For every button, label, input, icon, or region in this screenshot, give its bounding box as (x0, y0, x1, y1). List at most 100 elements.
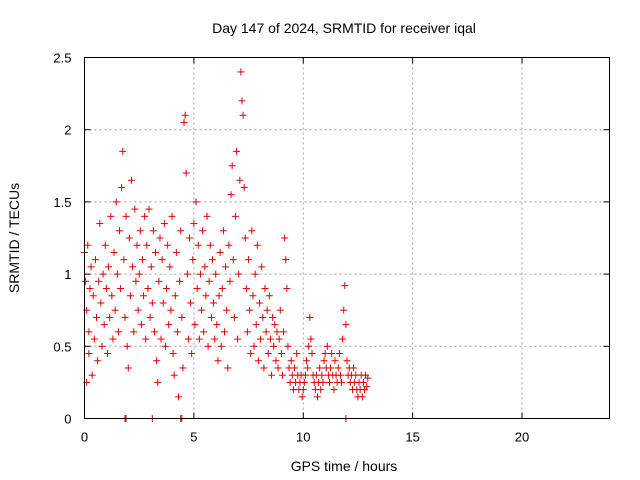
data-point (338, 378, 346, 386)
plot-frame (84, 57, 610, 419)
data-point (97, 299, 105, 307)
tick-labels: 0 5 10 15 20 0 0.5 1 1.5 2 2.5 (53, 51, 529, 445)
data-point (94, 357, 102, 365)
data-point (236, 176, 244, 184)
data-point (204, 342, 212, 350)
data-point (170, 371, 178, 379)
data-point (164, 241, 172, 249)
data-point (173, 328, 181, 336)
data-point (238, 97, 246, 105)
data-point (171, 292, 179, 300)
data-point (190, 220, 198, 228)
data-point (328, 350, 336, 358)
data-point (200, 328, 208, 336)
data-point (95, 277, 103, 285)
data-point (189, 256, 197, 264)
data-point (249, 292, 257, 300)
data-point (147, 263, 155, 271)
data-point (131, 205, 139, 213)
data-point (98, 342, 106, 350)
data-point (152, 248, 160, 256)
data-point (253, 241, 261, 249)
data-point (319, 378, 327, 386)
data-point (213, 321, 221, 329)
data-point (103, 350, 111, 358)
data-point (130, 328, 138, 336)
data-point (157, 335, 165, 343)
data-point (222, 263, 230, 271)
data-point (143, 241, 151, 249)
data-point (86, 285, 94, 293)
data-point (203, 212, 211, 220)
data-point (114, 328, 122, 336)
data-point (305, 342, 313, 350)
data-point (144, 285, 152, 293)
data-point (109, 335, 117, 343)
data-point (85, 350, 93, 358)
data-point (121, 313, 129, 321)
data-point (277, 350, 285, 358)
data-point (160, 220, 168, 228)
data-point (181, 111, 189, 119)
data-point (233, 147, 241, 155)
data-point (363, 383, 371, 391)
data-point (336, 371, 344, 379)
data-point (269, 313, 277, 321)
data-point (300, 378, 308, 386)
data-point (118, 183, 126, 191)
data-point (186, 234, 193, 242)
data-point (237, 68, 245, 76)
data-point (211, 335, 219, 343)
data-point (196, 270, 204, 278)
data-point (364, 374, 372, 382)
data-point (179, 364, 187, 372)
data-point (140, 292, 148, 300)
data-point (257, 335, 265, 343)
y-axis-label: SRMTID / TECUs (6, 183, 22, 293)
data-point (102, 285, 110, 293)
data-point (343, 357, 351, 365)
data-point (210, 299, 218, 307)
data-point (166, 263, 174, 271)
data-point (273, 328, 281, 336)
data-point (243, 328, 251, 336)
data-point (215, 292, 223, 300)
data-point (117, 285, 125, 293)
data-point (91, 256, 99, 264)
data-point (123, 342, 131, 350)
y-tick-label: 1 (64, 267, 71, 282)
data-point (271, 321, 279, 329)
data-point (182, 169, 190, 177)
data-point (341, 282, 349, 290)
data-point (194, 241, 202, 249)
data-point (89, 292, 97, 300)
data-point (90, 335, 98, 343)
data-point (268, 371, 276, 379)
data-point (247, 350, 255, 358)
data-point (304, 364, 312, 372)
x-tick-label: 0 (81, 430, 88, 445)
data-point (313, 393, 321, 401)
y-tick-label: 1.5 (53, 195, 71, 210)
data-point (198, 306, 206, 314)
data-point (254, 357, 262, 365)
data-point (206, 241, 214, 249)
data-point (84, 241, 92, 249)
grid-lines (84, 57, 610, 419)
data-point (298, 393, 306, 401)
data-point (320, 357, 328, 365)
data-point (340, 306, 348, 314)
data-point (303, 357, 311, 365)
data-point (214, 357, 222, 365)
data-point (242, 285, 250, 293)
data-point (99, 270, 107, 278)
data-point (141, 212, 149, 220)
data-point (307, 335, 315, 343)
data-point (280, 328, 288, 336)
data-point (184, 335, 192, 343)
data-point (120, 256, 128, 264)
data-point (228, 162, 236, 170)
data-point (246, 306, 254, 314)
data-point (100, 321, 108, 329)
data-point (168, 212, 176, 220)
